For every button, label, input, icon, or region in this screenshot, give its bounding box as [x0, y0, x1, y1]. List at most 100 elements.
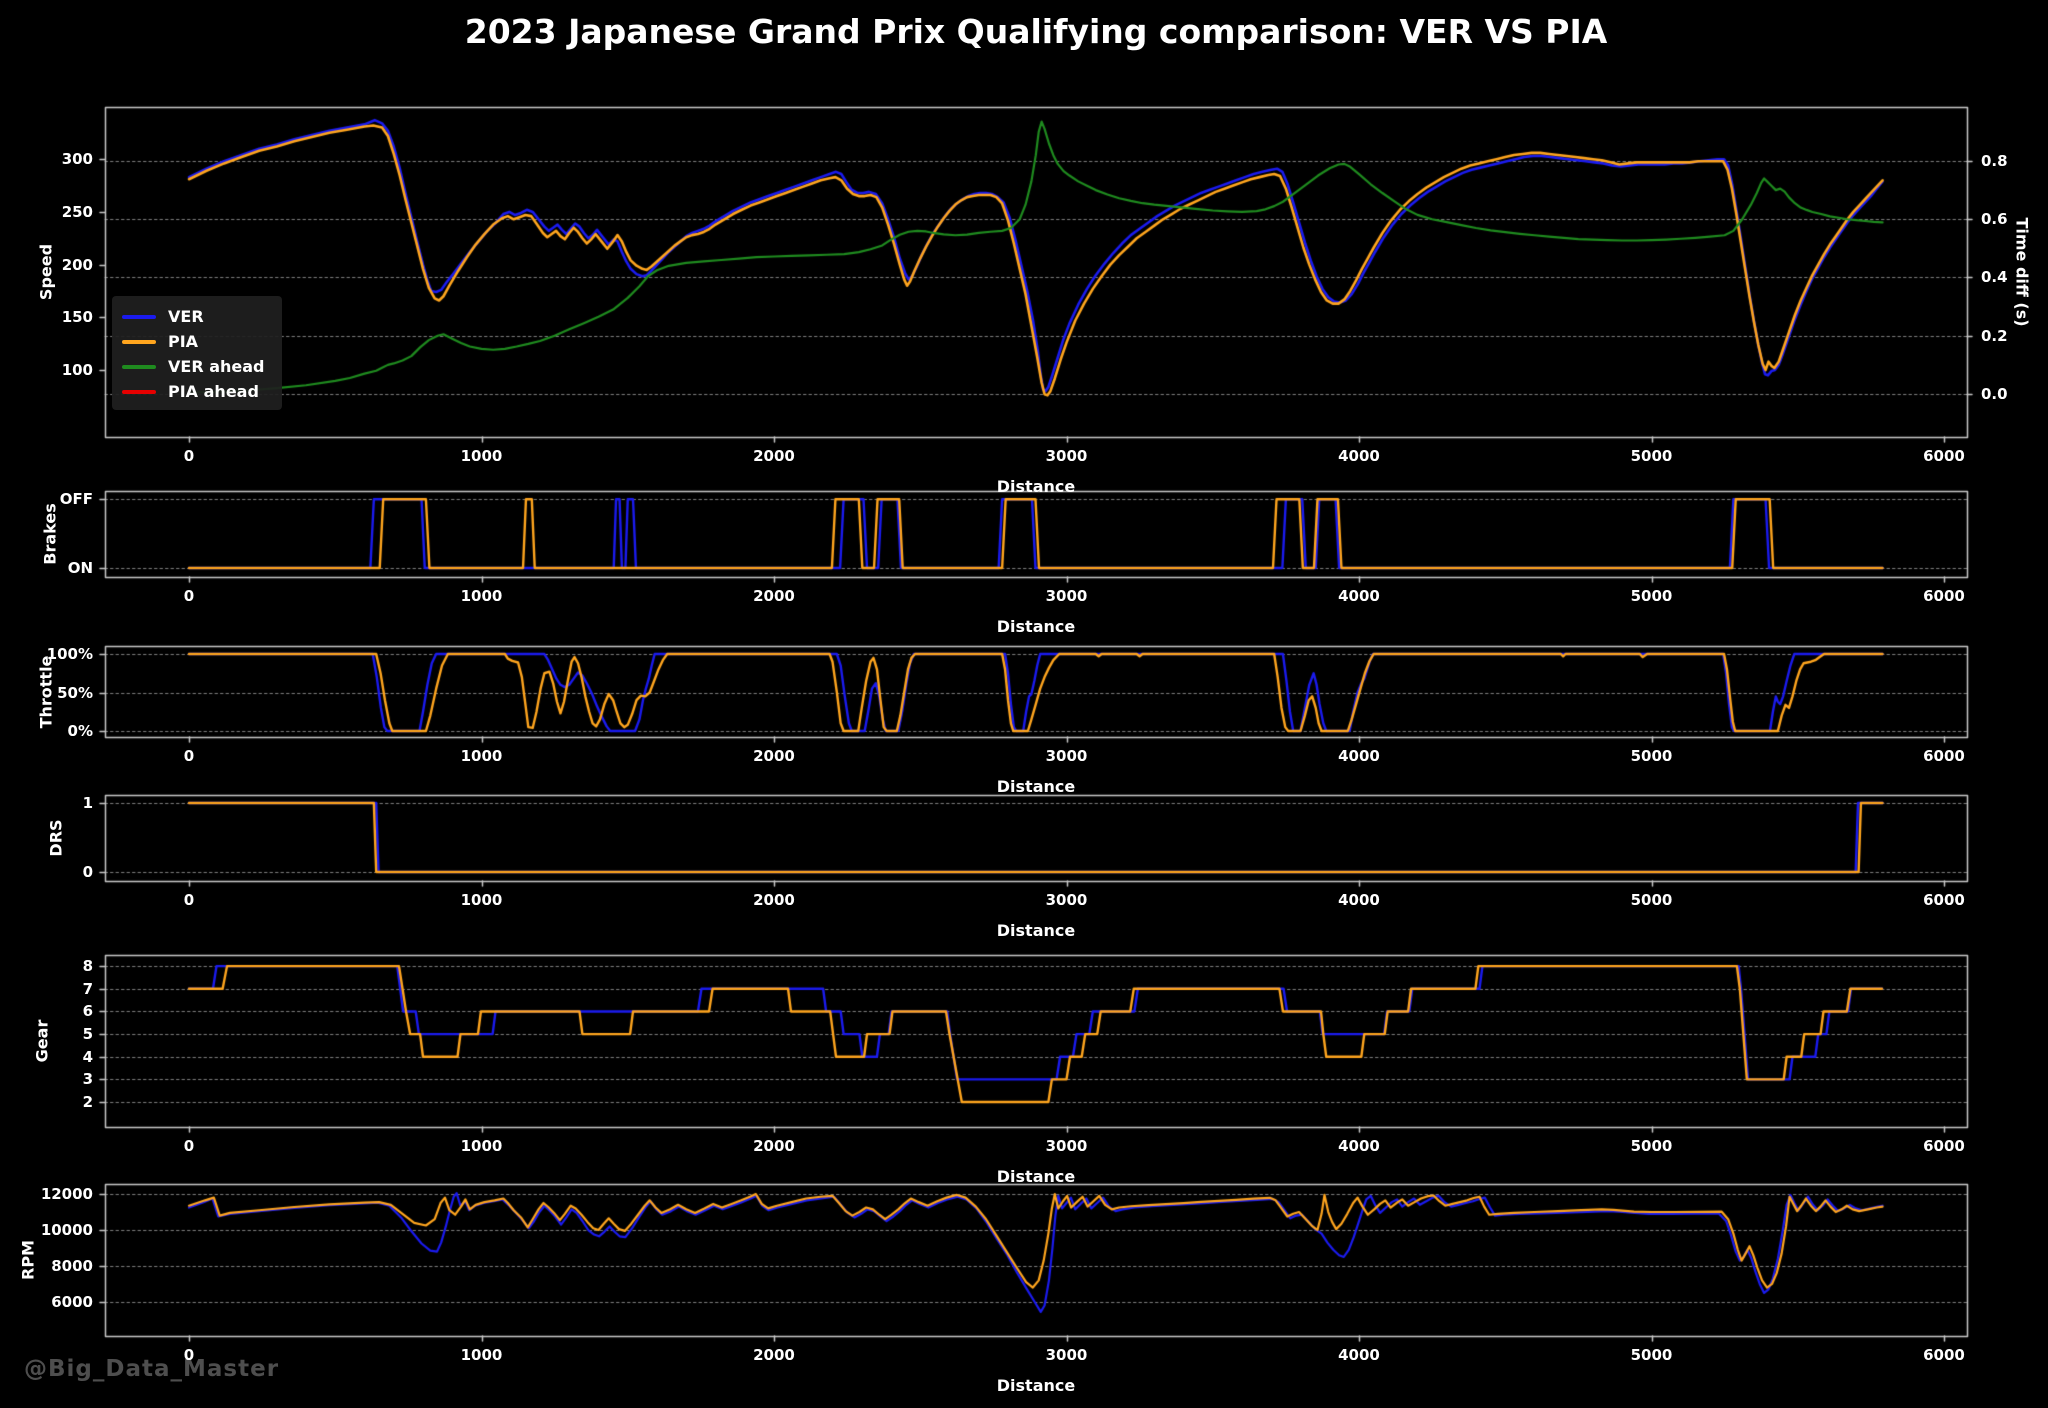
rpm-xtick-2000: 2000 [753, 1346, 795, 1364]
brakes-xtick-5000: 5000 [1630, 587, 1673, 605]
drs-ytick-1: 1 [82, 794, 93, 812]
speed-xtick-5000: 5000 [1630, 447, 1673, 465]
drs-xtick-2000: 2000 [753, 891, 795, 909]
ver-line-swatch [122, 314, 156, 319]
legend-row-pia: PIA [122, 329, 272, 354]
rpm-xtick-6000: 6000 [1923, 1346, 1965, 1364]
throttle-xtick-4000: 4000 [1338, 747, 1380, 765]
brakes-xtick-3000: 3000 [1045, 587, 1088, 605]
drs-xaxis-label: Distance [996, 921, 1076, 940]
gear-ytick-6: 6 [82, 1002, 93, 1021]
brakes-yaxis-label: Brakes [40, 503, 60, 565]
rpm-xtick-3000: 3000 [1045, 1346, 1088, 1364]
speed-xaxis-label: Distance [996, 477, 1076, 496]
chart-title: 2023 Japanese Grand Prix Qualifying comp… [464, 12, 1608, 51]
brakes-xaxis-label: Distance [996, 617, 1076, 636]
rpm-xtick-0: 0 [183, 1346, 195, 1364]
throttle-xtick-2000: 2000 [753, 747, 795, 765]
legend-label-ver-ahead: VER ahead [168, 357, 265, 376]
gear-xtick-4000: 4000 [1338, 1137, 1380, 1155]
gear-ytick-5: 5 [82, 1025, 93, 1044]
speed-xtick-6000: 6000 [1923, 447, 1965, 465]
legend-label-pia: PIA [168, 332, 199, 351]
rpm-ytick-8000: 8000 [51, 1256, 93, 1275]
speed-rtick-0.6: 0.6 [1981, 210, 2008, 229]
speed-xtick-2000: 2000 [753, 447, 795, 465]
legend-row-ver: VER [122, 304, 272, 329]
gear-xtick-5000: 5000 [1630, 1137, 1673, 1155]
throttle-ytick-50%: 50% [57, 683, 93, 702]
throttle-xtick-0: 0 [183, 747, 195, 765]
pia-line-swatch [122, 339, 156, 344]
speed-rtick-0.2: 0.2 [1981, 326, 2008, 345]
legend-label-pia-ahead: PIA ahead [168, 382, 259, 401]
drs-xtick-6000: 6000 [1923, 891, 1965, 909]
gear-ytick-3: 3 [82, 1070, 93, 1089]
speed-ytick-250: 250 [61, 202, 93, 221]
speed-ytick-300: 300 [61, 150, 93, 169]
throttle-xtick-1000: 1000 [460, 747, 503, 765]
drs-xtick-0: 0 [183, 891, 195, 909]
rpm-xtick-1000: 1000 [460, 1346, 503, 1364]
ver-ahead-line-swatch [122, 364, 156, 369]
legend: VER PIA VER ahead PIA ahead [112, 296, 282, 410]
gear-xaxis-label: Distance [996, 1167, 1076, 1186]
gear-xtick-2000: 2000 [753, 1137, 795, 1155]
throttle-ytick-0%: 0% [67, 721, 93, 740]
throttle-ytick-100%: 100% [46, 645, 93, 663]
speed-xtick-3000: 3000 [1045, 447, 1088, 465]
speed-xtick-0: 0 [183, 447, 195, 465]
rpm-xtick-5000: 5000 [1630, 1346, 1673, 1364]
gear-xtick-1000: 1000 [460, 1137, 503, 1155]
rpm-xtick-4000: 4000 [1338, 1346, 1380, 1364]
speed-rtick-0.8: 0.8 [1981, 151, 2008, 170]
throttle-yaxis-label: Throttle [36, 655, 56, 728]
legend-label-ver: VER [168, 307, 204, 326]
rpm-ytick-10000: 10000 [40, 1221, 93, 1239]
gear-xtick-3000: 3000 [1045, 1137, 1088, 1155]
gear-ytick-7: 7 [82, 979, 93, 998]
speed-ytick-150: 150 [61, 308, 93, 327]
speed-yaxis-label: Speed [36, 243, 56, 301]
drs-xtick-4000: 4000 [1338, 891, 1380, 909]
legend-row-ver-ahead: VER ahead [122, 354, 272, 379]
watermark: @Big_Data_Master [24, 1356, 280, 1382]
gear-ytick-2: 2 [82, 1093, 93, 1112]
throttle-xtick-6000: 6000 [1923, 747, 1965, 765]
brakes-xtick-2000: 2000 [753, 587, 795, 605]
drs-xtick-1000: 1000 [460, 891, 503, 909]
speed-ytick-100: 100 [61, 361, 93, 380]
rpm-ytick-6000: 6000 [51, 1292, 93, 1311]
gear-yaxis-label: Gear [32, 1019, 52, 1063]
brakes-ytick-OFF: OFF [59, 490, 93, 509]
speed-ytick-200: 200 [61, 255, 93, 274]
rpm-yaxis-label: RPM [18, 1240, 38, 1280]
drs-xtick-3000: 3000 [1045, 891, 1088, 909]
brakes-xtick-0: 0 [183, 587, 195, 605]
brakes-xtick-4000: 4000 [1338, 587, 1380, 605]
drs-yaxis-label: DRS [46, 819, 66, 857]
brakes-ytick-ON: ON [67, 559, 93, 578]
drs-ytick-0: 0 [82, 862, 93, 881]
throttle-xtick-3000: 3000 [1045, 747, 1088, 765]
speed-xtick-1000: 1000 [460, 447, 503, 465]
rpm-xaxis-label: Distance [996, 1376, 1076, 1395]
speed-rtick-0.0: 0.0 [1981, 385, 2008, 403]
rpm-ytick-12000: 12000 [40, 1185, 93, 1204]
legend-row-pia-ahead: PIA ahead [122, 379, 272, 404]
speed-right-axis-label: Time diff (s) [2012, 217, 2032, 327]
drs-xtick-5000: 5000 [1630, 891, 1673, 909]
throttle-xtick-5000: 5000 [1630, 747, 1673, 765]
gear-ytick-4: 4 [82, 1047, 93, 1066]
brakes-xtick-6000: 6000 [1923, 587, 1965, 605]
gear-xtick-6000: 6000 [1923, 1137, 1965, 1155]
throttle-xaxis-label: Distance [996, 777, 1076, 796]
speed-xtick-4000: 4000 [1338, 447, 1380, 465]
gear-ytick-8: 8 [82, 957, 93, 976]
pia-ahead-line-swatch [122, 389, 156, 394]
gear-xtick-0: 0 [183, 1137, 195, 1155]
brakes-xtick-1000: 1000 [460, 587, 503, 605]
speed-rtick-0.4: 0.4 [1981, 268, 2008, 287]
